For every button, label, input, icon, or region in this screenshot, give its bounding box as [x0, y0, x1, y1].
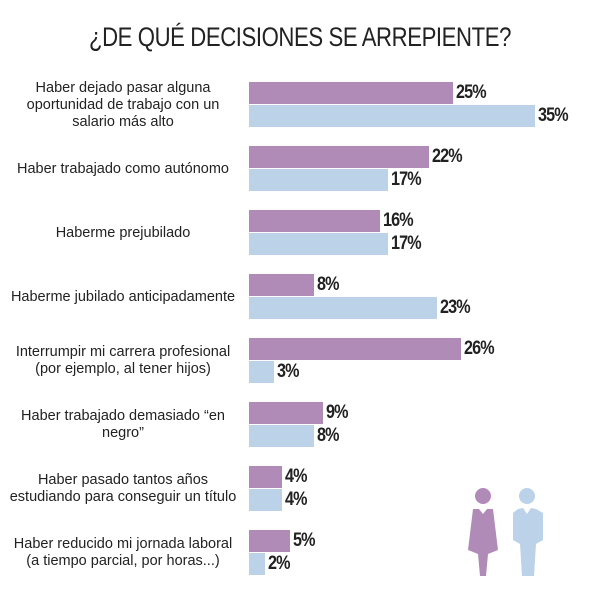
bar-women	[249, 466, 282, 488]
bar-men	[249, 105, 535, 127]
bar-women	[249, 274, 315, 296]
bar-women	[249, 146, 429, 168]
category-label: Interrumpir mi carrera profesional (por …	[15, 344, 231, 377]
data-label: 16%	[382, 210, 414, 231]
data-label: 35%	[537, 105, 569, 126]
data-label: 23%	[439, 297, 471, 318]
chart-title: ¿DE QUÉ DECISIONES SE ARREPIENTE?	[88, 22, 511, 52]
bar-women	[249, 82, 454, 104]
data-label: 3%	[276, 361, 300, 382]
bar-men	[249, 361, 274, 383]
woman-icon	[468, 488, 498, 576]
bar-men	[249, 489, 282, 511]
bar-men	[249, 425, 315, 447]
category-label: Haber reducido mi jornada laboral (a tie…	[13, 536, 233, 569]
bar-men	[249, 233, 388, 255]
data-label: 17%	[390, 233, 422, 254]
bar-men	[249, 297, 437, 319]
data-label: 8%	[317, 274, 340, 295]
bar-men	[249, 553, 266, 575]
bar-women	[249, 402, 323, 424]
data-label: 8%	[317, 425, 340, 446]
category-label: Haber trabajado demasiado “en negro”	[21, 408, 225, 441]
data-label: 9%	[325, 402, 349, 423]
data-label: 4%	[284, 489, 308, 510]
data-label: 4%	[284, 466, 308, 487]
data-label: 26%	[464, 338, 495, 359]
man-icon	[513, 488, 543, 576]
bar-women	[249, 210, 380, 232]
bar-men	[249, 169, 388, 191]
category-label: Haberme jubilado anticipadamente	[10, 288, 236, 305]
data-label: 17%	[390, 169, 422, 190]
category-label: Haber pasado tantos años estudiando para…	[9, 472, 237, 505]
legend-icons	[468, 488, 543, 576]
bar-women	[249, 530, 290, 552]
category-label: Haber dejado pasar alguna oportunidad de…	[26, 79, 220, 130]
data-label: 5%	[292, 530, 316, 551]
data-label: 2%	[268, 553, 291, 574]
data-label: 22%	[431, 146, 463, 167]
bar-women	[249, 338, 462, 360]
data-label: 25%	[456, 82, 487, 103]
category-label: Haber trabajado como autónomo	[17, 160, 229, 177]
category-label: Haberme prejubilado	[55, 224, 191, 241]
